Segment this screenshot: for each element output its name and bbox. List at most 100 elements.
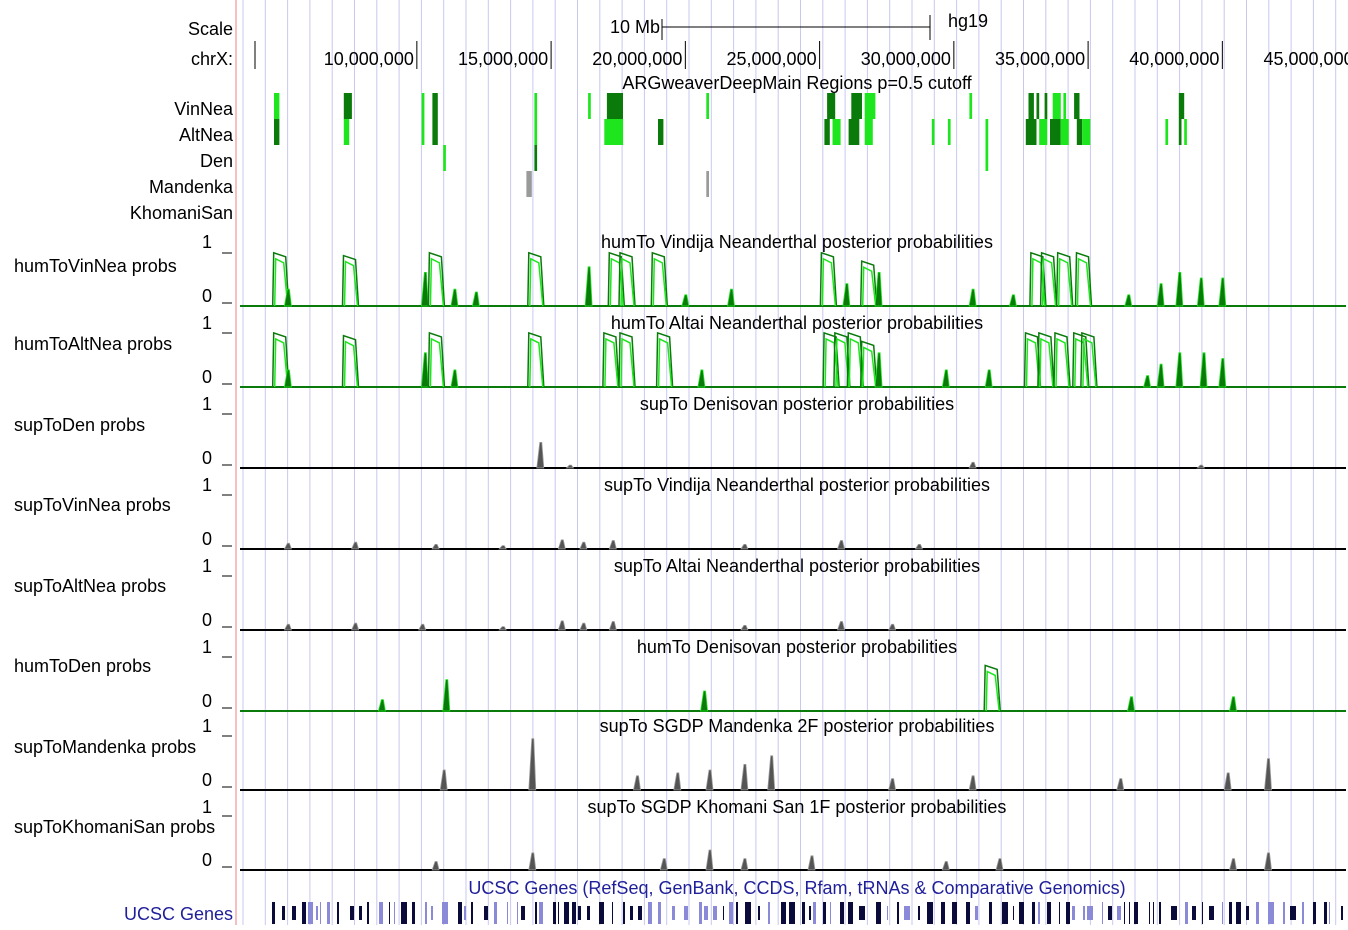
y-axis-min-label: 0 (202, 367, 212, 387)
gene-block (507, 902, 508, 924)
region-block (824, 119, 830, 145)
scale-label: Scale (188, 19, 233, 39)
gene-block (320, 902, 321, 924)
region-block (443, 145, 446, 171)
signal-peak (1039, 251, 1058, 307)
region-block (343, 119, 350, 145)
track-label: supToMandenka probs (14, 737, 196, 757)
gene-block (1283, 902, 1285, 924)
gene-block (1202, 902, 1203, 924)
gene-block (1159, 902, 1161, 924)
signal-peak (700, 690, 709, 712)
gene-block (599, 902, 604, 924)
signal-peak (968, 288, 977, 307)
signal-peak (527, 331, 545, 388)
signal-peak (1074, 337, 1089, 388)
track-label: humToAltNea probs (14, 334, 172, 354)
track-humToVinNea: humTo Vindija Neanderthal posterior prob… (14, 232, 1346, 307)
signal-peak (1196, 464, 1206, 469)
ruler-tick-label: 15,000,000 (458, 49, 548, 69)
gene-block (1059, 902, 1060, 924)
signal-peak (1055, 251, 1074, 307)
track-title: supTo SGDP Khomani San 1F posterior prob… (588, 797, 1007, 817)
gene-block (1341, 906, 1343, 920)
gene-block (553, 902, 556, 924)
y-axis-max-label: 1 (202, 232, 212, 252)
gene-block (1134, 902, 1138, 924)
signal-peak (1196, 277, 1205, 307)
signal-peak (1082, 337, 1097, 388)
gene-block (897, 902, 899, 924)
signal-peak (557, 539, 566, 550)
signal-peak (418, 623, 427, 631)
gene-block (1117, 906, 1121, 920)
region-block (1025, 119, 1037, 145)
signal-peak (767, 755, 776, 791)
gene-block (1002, 902, 1008, 924)
scale-bar-label: 10 Mb (610, 17, 660, 37)
gene-block (1329, 902, 1330, 924)
signal-peak (1008, 294, 1017, 307)
y-axis-max-label: 1 (202, 394, 212, 414)
region-block (947, 119, 951, 145)
signal-peak (859, 340, 878, 388)
signal-peak (1025, 337, 1041, 388)
region-block (1050, 119, 1061, 145)
track-title: supTo Altai Neanderthal posterior probab… (614, 556, 980, 576)
region-block (526, 171, 532, 197)
gene-block (394, 902, 395, 924)
gene-block (1324, 902, 1327, 924)
signal-peak (557, 620, 566, 631)
gene-block (918, 906, 920, 920)
signal-peak (429, 257, 445, 307)
signal-peak (968, 775, 977, 791)
signal-peak (273, 337, 289, 388)
y-axis-min-label: 0 (202, 691, 212, 711)
signal-peak (620, 257, 635, 307)
ruler-tick-label: 25,000,000 (727, 49, 817, 69)
signal-peak (727, 288, 735, 307)
region-block (421, 93, 425, 119)
signal-peak (579, 622, 588, 631)
region-block (432, 119, 438, 145)
gene-block (638, 906, 642, 920)
signal-peak (450, 288, 459, 307)
track-label: supToKhomaniSan probs (14, 817, 215, 837)
gene-block (612, 902, 613, 924)
gene-block (282, 906, 285, 920)
track-supToVinNea: supTo Vindija Neanderthal posterior prob… (14, 475, 1346, 550)
gene-block (292, 906, 296, 920)
genes-track (272, 902, 1343, 924)
gene-block (1047, 902, 1051, 924)
signal-peak (655, 331, 674, 388)
gene-block (308, 902, 313, 924)
region-block (588, 93, 591, 119)
signal-peak (848, 337, 864, 388)
gene-block (517, 902, 518, 924)
region-block (421, 119, 425, 145)
y-axis-min-label: 0 (202, 529, 212, 549)
signal-peak (984, 369, 993, 388)
signal-peak (874, 271, 883, 307)
gridlines (242, 0, 1337, 925)
region-block (848, 119, 860, 145)
signal-peak (450, 369, 459, 388)
gene-block (1171, 906, 1177, 920)
track-label: humToVinNea probs (14, 256, 177, 276)
gene-block (327, 902, 330, 924)
y-axis-min-label: 0 (202, 850, 212, 870)
chrom-label: chrX: (191, 49, 233, 69)
signal-peak (1175, 271, 1184, 307)
gene-block (1256, 902, 1259, 924)
region-row-label: Den (200, 151, 233, 171)
regions-track-title: ARGweaverDeepMain Regions p=0.5 cutoff (622, 73, 972, 93)
region-block (864, 93, 876, 119)
signal-peak (528, 738, 537, 791)
signal-peak (273, 257, 289, 307)
region-block (1178, 119, 1182, 145)
region-block (534, 119, 538, 145)
gene-block (876, 902, 881, 924)
signal-peak (842, 283, 851, 307)
